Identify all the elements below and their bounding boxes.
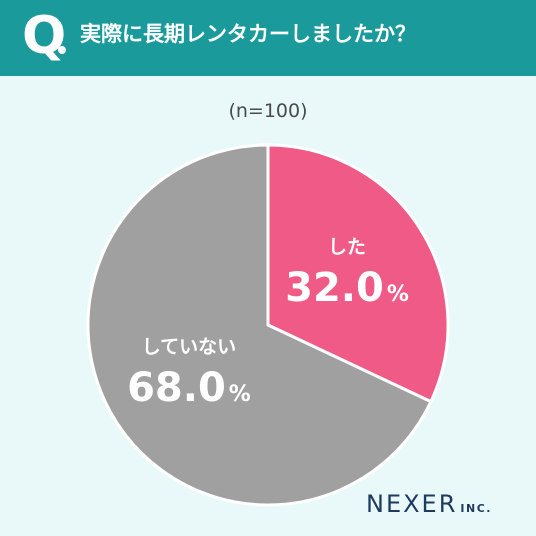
q-dot-icon (58, 46, 66, 54)
sample-size: (n=100) (228, 100, 308, 122)
question-header: Q 実際に長期レンタカーしましたか？ (0, 0, 536, 76)
pie-slice-1 (266, 143, 450, 404)
question-text: 実際に長期レンタカーしましたか？ (80, 22, 416, 46)
nexer-logo: NEXER INC. (366, 492, 492, 516)
logo-main: NEXER (366, 490, 458, 518)
logo-sub: INC. (460, 502, 492, 515)
slice-label-2: していない (142, 336, 236, 358)
slice-value-2: 68.0% (127, 365, 251, 411)
slice-value-1: 32.0% (285, 265, 409, 311)
slice-label-1: した (328, 236, 366, 258)
pie-slice-2 (86, 143, 433, 507)
